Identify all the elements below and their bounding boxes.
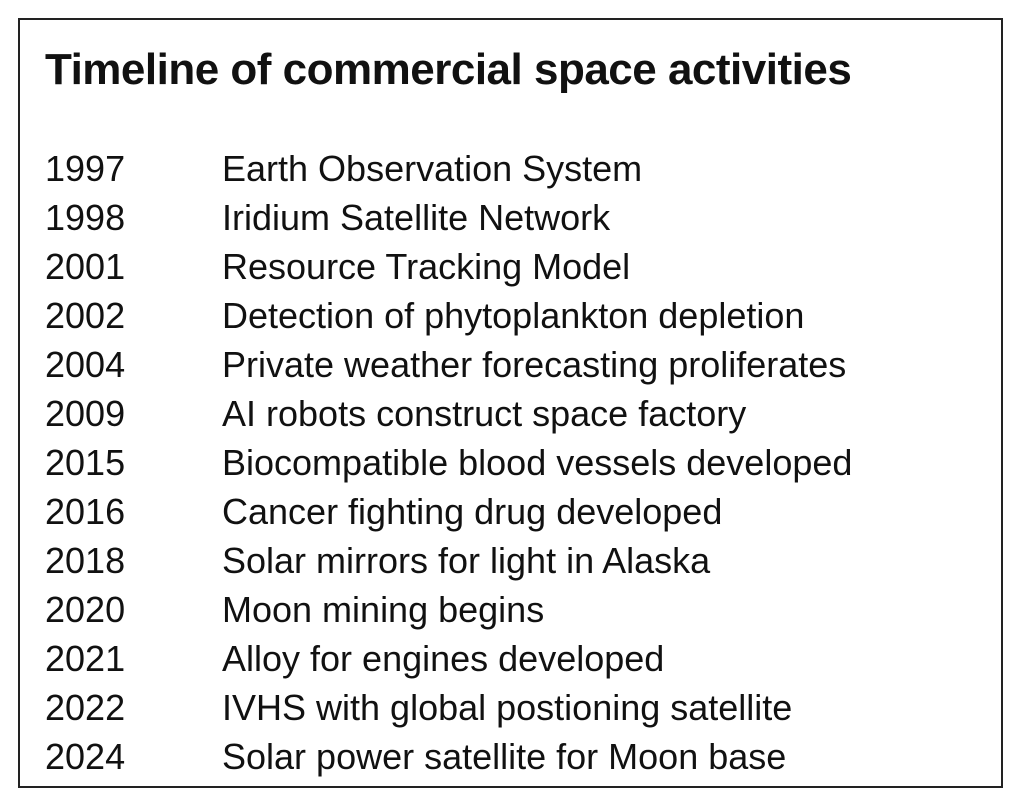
- event: Detection of phytoplankton depletion: [222, 295, 805, 336]
- year: 2009: [45, 393, 126, 434]
- event: Cancer fighting drug developed: [222, 491, 723, 532]
- event: Alloy for engines developed: [222, 638, 665, 679]
- title: Timeline of commercial space activities: [45, 45, 852, 94]
- year: 2001: [45, 246, 126, 287]
- event: Solar power satellite for Moon base: [222, 736, 787, 777]
- year: 2022: [45, 687, 126, 728]
- event: Moon mining begins: [222, 589, 545, 630]
- year: 2002: [45, 295, 126, 336]
- event: Private weather forecasting proliferates: [222, 344, 847, 385]
- frame: [18, 18, 1003, 788]
- event: Resource Tracking Model: [222, 246, 631, 287]
- event: Earth Observation System: [222, 148, 643, 189]
- year: 2021: [45, 638, 126, 679]
- year: 2024: [45, 736, 126, 777]
- event: AI robots construct space factory: [222, 393, 747, 434]
- year: 2018: [45, 540, 126, 581]
- event: Biocompatible blood vessels developed: [222, 442, 853, 483]
- year: 2004: [45, 344, 126, 385]
- year: 1997: [45, 148, 126, 189]
- event: Solar mirrors for light in Alaska: [222, 540, 711, 581]
- event: Iridium Satellite Network: [222, 197, 611, 238]
- year: 2016: [45, 491, 126, 532]
- year: 1998: [45, 197, 126, 238]
- event: IVHS with global postioning satellite: [222, 687, 793, 728]
- year: 2015: [45, 442, 126, 483]
- year: 2020: [45, 589, 126, 630]
